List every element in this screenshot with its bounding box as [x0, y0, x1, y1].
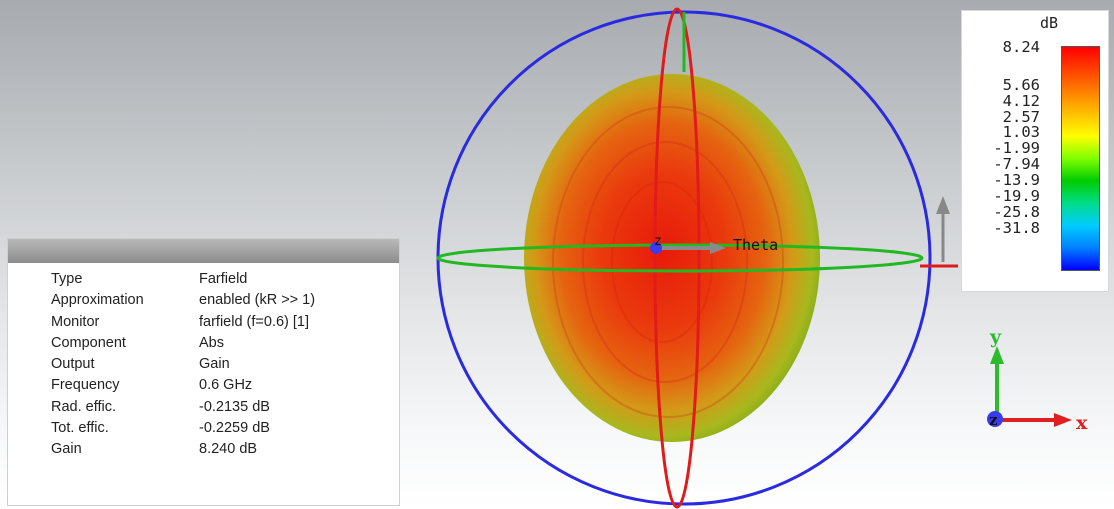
- info-row-value: 0.6 GHz: [199, 377, 253, 394]
- legend-tick-label: 5.66: [1002, 76, 1040, 94]
- legend-tick-label: -7.94: [993, 155, 1040, 173]
- info-row-value: -0.2135 dB: [199, 398, 270, 415]
- x-axis-arrow-head: [1054, 413, 1072, 427]
- info-row-value: enabled (kR >> 1): [199, 292, 316, 309]
- radiation-pattern-shade-2: [582, 141, 748, 383]
- z-axis-label: z: [989, 411, 998, 429]
- info-row-key: Monitor: [51, 313, 100, 330]
- z-axis-dot: [987, 411, 1003, 427]
- legend-unit-label: dB: [1040, 14, 1059, 32]
- info-row-value: 8.240 dB: [199, 441, 258, 458]
- farfield-info-panel: Type Farfield Approximation enabled (kR >> …: [7, 238, 400, 506]
- info-row-key: Frequency: [51, 377, 120, 394]
- info-row-value: Abs: [199, 334, 224, 351]
- radiation-pattern-shade-3: [611, 181, 713, 343]
- legend-tick-label: 8.24: [1002, 38, 1040, 56]
- info-panel-header-bar: [8, 239, 399, 263]
- legend-tick-label: -1.99: [993, 139, 1040, 157]
- info-row-key: Rad. effic.: [51, 398, 117, 415]
- info-row-key: Tot. effic.: [51, 420, 109, 437]
- legend-tick-label: 4.12: [1002, 92, 1040, 110]
- info-row-key: Type: [51, 271, 83, 287]
- legend-tick-label: -25.8: [993, 203, 1040, 221]
- theta-arrow-head: [710, 242, 726, 254]
- legend-tick-label: -13.9: [993, 171, 1040, 189]
- legend-tick-label: -31.8: [993, 219, 1040, 237]
- legend-color-bar: [1061, 46, 1100, 271]
- y-axis-label: y: [989, 326, 1002, 348]
- info-row-value: farfield (f=0.6) [1]: [199, 313, 310, 330]
- info-row-value: Gain: [199, 356, 230, 373]
- origin-dot: [650, 242, 662, 254]
- radiation-pattern-body: [524, 74, 820, 442]
- radiation-pattern-shade-1: [552, 106, 784, 418]
- info-row-key: Approximation: [51, 292, 144, 309]
- info-row-key: Output: [51, 356, 95, 373]
- info-row-value: -0.2259 dB: [199, 420, 270, 437]
- phi-arrow-head: [936, 196, 950, 214]
- color-scale-legend: dB 8.24 5.66 4.12 2.57 1.03 -1.99 -7.94 -13.9 -1…: [961, 10, 1109, 292]
- axis-triad: y x z: [987, 326, 1088, 434]
- legend-tick-label: 1.03: [1002, 123, 1040, 141]
- info-row-key: Gain: [51, 441, 82, 458]
- origin-z-label: z: [654, 234, 662, 249]
- phi-ring: [436, 243, 924, 273]
- legend-tick-label: 2.57: [1002, 108, 1040, 126]
- x-axis-label: x: [1076, 412, 1088, 434]
- y-axis-arrow-head: [990, 346, 1004, 364]
- theta-label: Theta: [733, 236, 778, 254]
- legend-tick-label: -19.9: [993, 187, 1040, 205]
- info-row-value: Farfield: [199, 271, 248, 287]
- info-row-key: Component: [51, 334, 126, 351]
- theta-ring: [653, 7, 701, 509]
